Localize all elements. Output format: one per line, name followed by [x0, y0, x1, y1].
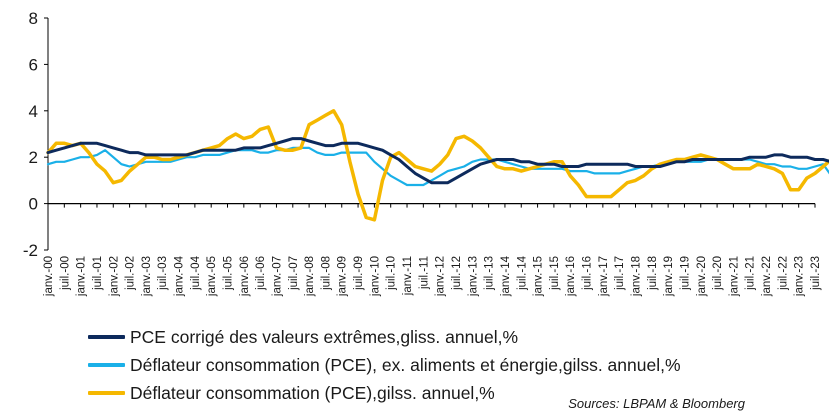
x-tick-label: juil.-15 — [549, 256, 561, 291]
y-tick-label: -2 — [23, 241, 38, 260]
x-tick-label: janv.-14 — [500, 255, 512, 297]
legend-swatch-pce-headline — [88, 391, 125, 395]
x-tick-label: janv.-02 — [108, 256, 120, 297]
x-tick-label: janv.-08 — [304, 256, 316, 297]
x-tick-label: janv.-04 — [174, 255, 186, 297]
legend-label-pce-core: PCE corrigé des valeurs extrêmes,gliss. … — [130, 326, 519, 347]
legend-entry-pce-headline: Déflateur consommation (PCE),gilss. annu… — [88, 379, 681, 407]
source-note: Sources: LBPAM & Bloomberg — [568, 396, 745, 411]
x-tick-label: janv.-09 — [337, 256, 349, 297]
x-tick-label: juil.-01 — [92, 256, 104, 291]
x-tick-label: janv.-18 — [630, 256, 642, 297]
x-tick-label: janv.-21 — [728, 256, 740, 297]
x-tick-label: juil.-02 — [125, 256, 137, 291]
x-tick-label: juil.-14 — [516, 255, 528, 290]
x-tick-label: juil.-17 — [614, 256, 626, 291]
x-tick-label: juil.-07 — [288, 256, 300, 291]
x-tick-label: janv.-12 — [435, 256, 447, 297]
x-tick-label: janv.-00 — [43, 256, 55, 297]
x-tick-label: janv.-06 — [239, 256, 251, 297]
y-tick-label: 2 — [29, 148, 38, 167]
y-tick-label: 8 — [29, 9, 38, 28]
x-tick-label: janv.-16 — [565, 256, 577, 297]
legend-swatch-pce-ex-food-energy — [88, 363, 125, 367]
legend-label-pce-ex-food-energy: Déflateur consommation (PCE), ex. alimen… — [130, 354, 681, 375]
x-tick-label: janv.-23 — [794, 256, 806, 297]
y-tick-label: 4 — [29, 102, 38, 121]
x-tick-label: juil.-16 — [582, 256, 594, 291]
x-tick-label: janv.-19 — [663, 256, 675, 297]
x-tick-label: juil.-20 — [712, 256, 724, 291]
x-tick-label: janv.-01 — [76, 256, 88, 297]
x-tick-label: juil.-00 — [59, 256, 71, 291]
x-tick-label: juil.-12 — [451, 256, 463, 291]
x-tick-label: juil.-05 — [223, 256, 235, 291]
legend-label-pce-headline: Déflateur consommation (PCE),gilss. annu… — [130, 382, 495, 403]
x-tick-label: juil.-04 — [190, 255, 202, 290]
x-tick-label: janv.-20 — [696, 256, 708, 297]
x-tick-label: janv.-11 — [402, 256, 414, 296]
series-line-2 — [46, 109, 829, 222]
line-chart: -2 0 2 4 6 8 janv.-00 juil.-00 janv.-01 juil.-01 j… — [23, 9, 829, 297]
x-tick-label: juil.-03 — [157, 256, 169, 291]
x-tick-label: janv.-07 — [271, 256, 283, 297]
y-tick-label: 6 — [29, 55, 38, 74]
x-tick-label: juil.-11 — [418, 256, 430, 290]
legend-swatch-pce-core — [88, 335, 125, 339]
legend-entry-pce-ex-food-energy: Déflateur consommation (PCE), ex. alimen… — [88, 351, 681, 379]
x-tick-label: janv.-10 — [369, 256, 381, 297]
x-tick-label: juil.-18 — [647, 256, 659, 291]
x-tick-label: janv.-05 — [206, 256, 218, 297]
x-tick-label: juil.-22 — [777, 256, 789, 291]
x-tick-label: janv.-03 — [141, 256, 153, 297]
x-tick-label: juil.-19 — [679, 256, 691, 291]
x-tick-label: juil.-23 — [810, 256, 822, 291]
legend-entry-pce-core: PCE corrigé des valeurs extrêmes,gliss. … — [88, 323, 681, 351]
x-tick-label: janv.-15 — [533, 256, 545, 297]
series-line-0 — [46, 137, 829, 185]
x-tick-label: juil.-10 — [386, 256, 398, 291]
legend: PCE corrigé des valeurs extrêmes,gliss. … — [88, 323, 681, 407]
y-tick-label: 0 — [29, 195, 38, 214]
x-tick-label: juil.-09 — [353, 256, 365, 291]
x-tick-label: juil.-21 — [745, 256, 757, 291]
x-tick-label: janv.-13 — [467, 256, 479, 297]
x-tick-label: juil.-06 — [255, 256, 267, 291]
x-tick-label: juil.-08 — [320, 256, 332, 291]
x-tick-label: janv.-22 — [761, 256, 773, 297]
series-line-1 — [46, 146, 829, 187]
x-tick-label: juil.-13 — [484, 256, 496, 291]
x-tick-label: janv.-17 — [598, 256, 610, 297]
